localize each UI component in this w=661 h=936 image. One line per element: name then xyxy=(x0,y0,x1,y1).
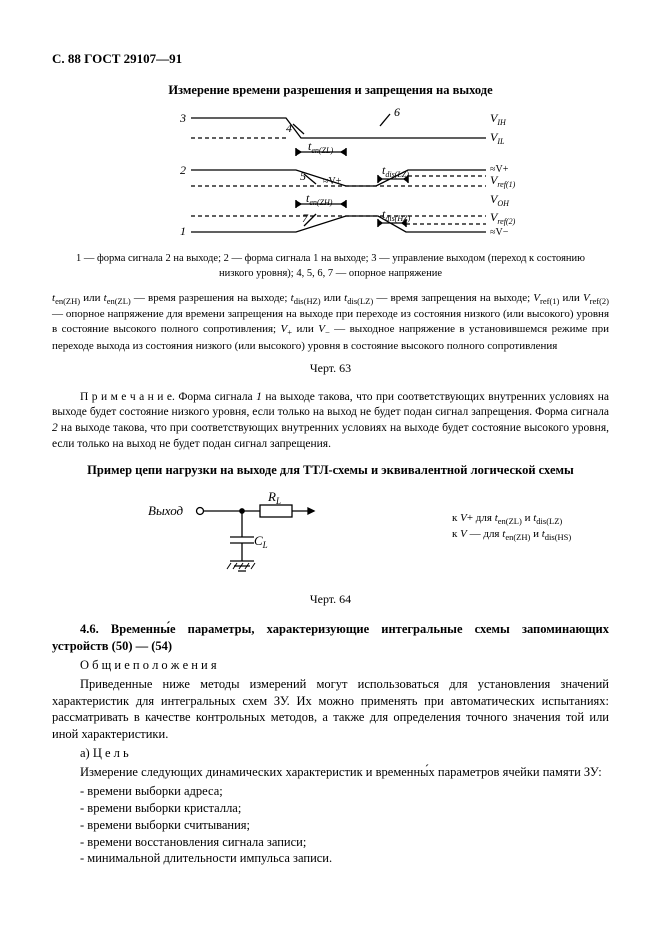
fig63-caption-block: ten(ZH) или ten(ZL) — время разрешения н… xyxy=(52,291,609,354)
note: П р и м е ч а н и е. Форма сигнала 1 на … xyxy=(52,390,609,452)
p3: Измерение следующих динамических характе… xyxy=(52,764,609,781)
fig64-r2: к V — для ten(ZH) и tdis(HS) xyxy=(452,527,571,544)
svg-text:tdis(HZ): tdis(HZ) xyxy=(382,207,411,223)
list-item: - минимальной длительности импульса запи… xyxy=(80,850,609,867)
lbl-6: 6 xyxy=(394,105,400,119)
fig64-svg: Выход RL CL xyxy=(142,485,322,585)
fig64-number: Черт. 64 xyxy=(52,591,609,607)
svg-text:RL: RL xyxy=(267,489,281,506)
fig64-right-text: к V+ для ten(ZL) и tdis(LZ) к V — для te… xyxy=(452,485,571,544)
svg-text:CL: CL xyxy=(254,533,268,550)
svg-text:ten(ZH): ten(ZH) xyxy=(306,191,333,207)
svg-text:VIL: VIL xyxy=(490,130,505,146)
list-item: - времени выборки кристалла; xyxy=(80,800,609,817)
svg-text:≈V−: ≈V− xyxy=(490,227,509,238)
svg-text:VOH: VOH xyxy=(490,192,510,208)
list-item: - времени выборки считывания; xyxy=(80,817,609,834)
list: - времени выборки адреса; - времени выбо… xyxy=(80,783,609,867)
p1: Приведенные ниже методы измерений могут … xyxy=(52,676,609,744)
lbl-1: 1 xyxy=(180,224,186,238)
lbl-3: 3 xyxy=(179,111,186,125)
fig63: 3 2 1 4 5 6 7 ten(ZL) ten(ZH) tdis(LZ) t… xyxy=(52,104,609,244)
svg-text:tdis(LZ): tdis(LZ) xyxy=(382,163,409,179)
svg-text:≈V+: ≈V+ xyxy=(323,176,342,187)
svg-text:ten(ZL): ten(ZL) xyxy=(308,139,333,155)
fig63-title: Измерение времени разрешения и запрещени… xyxy=(52,82,609,99)
page-header: С. 88 ГОСТ 29107—91 xyxy=(52,50,609,68)
general-provisions: О б щ и е п о л о ж е н и я xyxy=(52,657,609,674)
fig64-row: Выход RL CL к V+ для ten(ZL) и tdis(LZ) … xyxy=(52,485,609,585)
fig63-number: Черт. 63 xyxy=(52,360,609,376)
fig63-svg: 3 2 1 4 5 6 7 ten(ZL) ten(ZH) tdis(LZ) t… xyxy=(146,104,516,244)
list-item: - времени восстановления сигнала записи; xyxy=(80,834,609,851)
svg-text:Vref(1): Vref(1) xyxy=(490,173,516,189)
list-item: - времени выборки адреса; xyxy=(80,783,609,800)
fig64-out: Выход xyxy=(148,503,184,518)
lbl-5: 5 xyxy=(300,169,306,183)
lbl-2: 2 xyxy=(180,163,186,177)
lbl-4: 4 xyxy=(286,121,292,135)
section-head: 4.6. Временны́е параметры, характеризующ… xyxy=(52,621,609,655)
fig64-title: Пример цепи нагрузки на выходе для ТТЛ-с… xyxy=(52,462,609,479)
lbl-7: 7 xyxy=(302,211,309,225)
p2a: а) Ц е л ь xyxy=(52,745,609,762)
fig63-caption-small: 1 — форма сигнала 2 на выходе; 2 — форма… xyxy=(72,252,589,280)
fig64-r1: к V+ для ten(ZL) и tdis(LZ) xyxy=(452,511,571,528)
svg-text:Vref(2): Vref(2) xyxy=(490,210,516,226)
svg-text:VIH: VIH xyxy=(490,111,507,127)
